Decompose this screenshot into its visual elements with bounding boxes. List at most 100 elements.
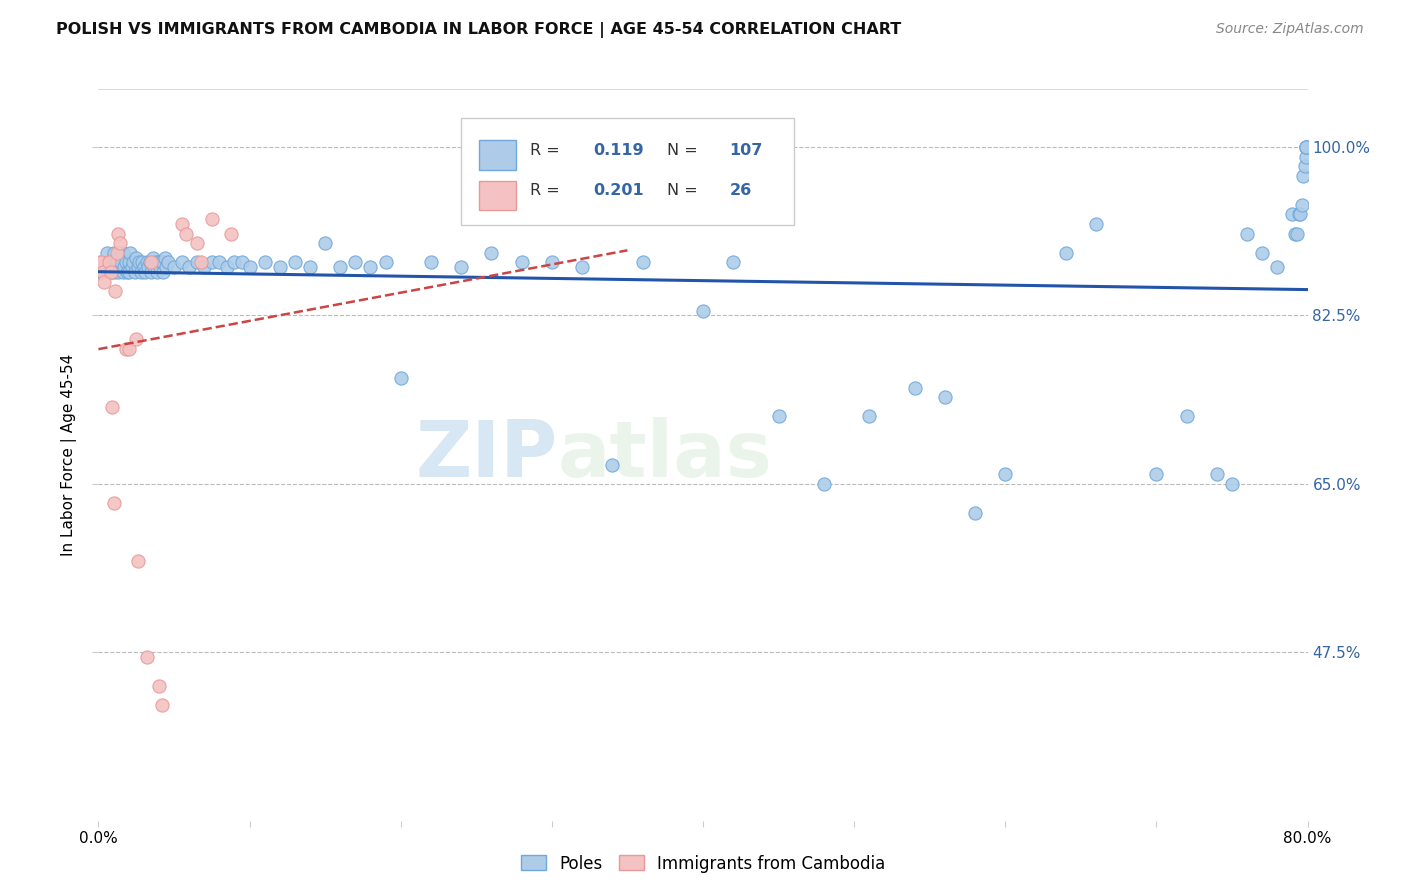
Point xyxy=(1206,467,1229,482)
Point xyxy=(1085,217,1108,231)
Point xyxy=(1220,476,1243,491)
Point xyxy=(965,506,987,520)
Point xyxy=(201,255,224,269)
Point xyxy=(103,245,125,260)
Point xyxy=(135,255,157,269)
Point xyxy=(904,380,927,394)
Point xyxy=(389,371,412,385)
Point xyxy=(104,260,127,275)
Point xyxy=(1144,467,1167,482)
Point xyxy=(571,260,593,275)
Text: 0.119: 0.119 xyxy=(593,143,644,158)
Point xyxy=(174,227,197,241)
Point xyxy=(145,255,167,269)
Point xyxy=(1295,150,1317,164)
FancyBboxPatch shape xyxy=(479,180,516,210)
Point xyxy=(127,260,149,275)
Y-axis label: In Labor Force | Age 45-54: In Labor Force | Age 45-54 xyxy=(60,354,77,556)
Point xyxy=(1236,227,1258,241)
Point xyxy=(129,265,152,279)
Point xyxy=(100,265,122,279)
Point xyxy=(1284,227,1306,241)
Point xyxy=(156,255,179,269)
Point xyxy=(190,255,212,269)
Point xyxy=(374,255,396,269)
Point xyxy=(125,333,148,347)
Point xyxy=(141,265,163,279)
Point xyxy=(128,255,150,269)
Point xyxy=(98,260,121,275)
Point xyxy=(208,255,231,269)
Point xyxy=(152,265,174,279)
Point xyxy=(127,554,149,568)
Point xyxy=(723,255,745,269)
Point xyxy=(155,260,177,275)
Text: POLISH VS IMMIGRANTS FROM CAMBODIA IN LABOR FORCE | AGE 45-54 CORRELATION CHART: POLISH VS IMMIGRANTS FROM CAMBODIA IN LA… xyxy=(56,22,901,38)
Point xyxy=(1054,245,1077,260)
Point xyxy=(101,255,124,269)
Point xyxy=(111,265,134,279)
Point xyxy=(120,245,142,260)
Point xyxy=(108,260,131,275)
Point xyxy=(107,245,129,260)
Point xyxy=(132,260,155,275)
Point xyxy=(239,260,262,275)
Point xyxy=(105,255,128,269)
Point xyxy=(150,255,173,269)
Point xyxy=(104,285,127,299)
Legend: Poles, Immigrants from Cambodia: Poles, Immigrants from Cambodia xyxy=(515,848,891,880)
Point xyxy=(148,255,170,269)
Point xyxy=(1288,207,1310,221)
Point xyxy=(170,217,193,231)
Point xyxy=(124,265,146,279)
Point xyxy=(148,679,170,693)
Point xyxy=(253,255,276,269)
Point xyxy=(602,458,624,472)
Point xyxy=(1175,409,1198,424)
Point xyxy=(89,255,111,269)
Point xyxy=(768,409,790,424)
Point xyxy=(481,245,503,260)
Point xyxy=(1295,140,1317,154)
Point xyxy=(107,227,129,241)
Point xyxy=(121,260,143,275)
Point xyxy=(107,265,129,279)
Text: 26: 26 xyxy=(730,183,752,198)
Point xyxy=(135,650,157,665)
Point xyxy=(101,400,124,414)
Point xyxy=(1267,260,1289,275)
Point xyxy=(111,245,134,260)
Point xyxy=(105,245,128,260)
Point xyxy=(103,265,125,279)
Point xyxy=(90,265,112,279)
Point xyxy=(224,255,246,269)
Point xyxy=(692,303,714,318)
Point xyxy=(134,265,156,279)
Point xyxy=(170,255,193,269)
Point xyxy=(125,251,148,265)
Point xyxy=(934,390,956,404)
Text: R =: R = xyxy=(530,183,565,198)
Point xyxy=(269,260,291,275)
Text: N =: N = xyxy=(666,143,703,158)
Point xyxy=(179,260,201,275)
Point xyxy=(1294,159,1316,173)
Point xyxy=(314,236,336,251)
Point xyxy=(118,255,141,269)
Text: N =: N = xyxy=(666,183,703,198)
Point xyxy=(1285,227,1308,241)
Point xyxy=(631,255,654,269)
Point xyxy=(103,496,125,510)
Point xyxy=(150,698,173,713)
Point xyxy=(108,236,131,251)
Point xyxy=(139,255,162,269)
Point xyxy=(118,265,141,279)
Point xyxy=(1281,207,1303,221)
Point xyxy=(142,251,165,265)
Point xyxy=(100,265,122,279)
Point xyxy=(1251,245,1274,260)
Point xyxy=(112,260,135,275)
Point xyxy=(110,255,132,269)
Point xyxy=(858,409,880,424)
Point xyxy=(163,260,186,275)
